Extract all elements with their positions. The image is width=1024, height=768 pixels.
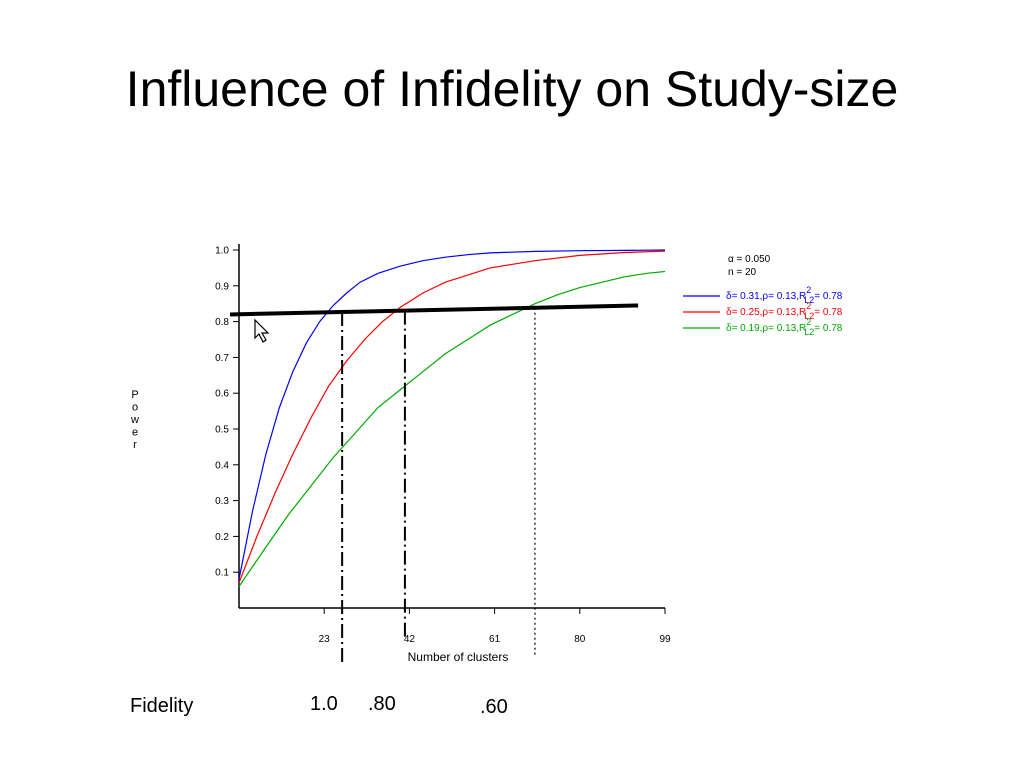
- y-axis-label-char: r: [133, 439, 137, 451]
- slide-title: Influence of Infidelity on Study-size: [125, 61, 899, 117]
- series-line-1: [238, 249, 666, 580]
- x-tick-label: 23: [319, 634, 331, 645]
- y-tick-label: 0.7: [215, 353, 229, 364]
- y-tick-label: 0.2: [215, 532, 229, 543]
- x-axis-label: Number of clusters: [408, 650, 509, 664]
- y-tick-label: 0.4: [215, 460, 229, 471]
- y-tick-label: 1.0: [215, 246, 229, 257]
- chart-annotations: [229, 303, 639, 664]
- fidelity-value-1: 1.0: [310, 693, 338, 715]
- y-axis-label-char: P: [131, 389, 138, 401]
- mouse-cursor-icon: [254, 318, 270, 343]
- y-tick-label: 0.5: [215, 425, 229, 436]
- y-tick-label: 0.9: [215, 281, 229, 292]
- legend-entry-3: δ= 0.19,ρ= 0.13,R2 L2= 0.78: [726, 317, 843, 337]
- legend-header-1: α = 0.050: [728, 254, 771, 265]
- y-axis-label-char: e: [132, 427, 138, 439]
- series-line-3: [238, 270, 666, 587]
- x-tick-label: 61: [489, 634, 501, 645]
- fidelity-value-2: .80: [368, 693, 396, 715]
- chart-axes: 0.1 0.2 0.3 0.4 0.5 0.6 0.7 0.8 0.9 1.0 23 42 61 80 99…: [130, 244, 671, 664]
- y-tick-label: 0.8: [215, 317, 229, 328]
- y-axis-label-char: o: [132, 402, 138, 414]
- x-tick-label: 99: [659, 634, 671, 645]
- series-line-2: [238, 250, 666, 584]
- legend-entry-2: δ= 0.25,ρ= 0.13,R2 L2= 0.78: [726, 301, 843, 321]
- y-axis-label-char: w: [130, 414, 139, 426]
- fidelity-value-3: .60: [480, 696, 508, 718]
- fidelity-label: Fidelity: [130, 695, 194, 717]
- x-tick-label: 42: [404, 634, 416, 645]
- x-tick-label: 80: [574, 634, 586, 645]
- chart-series: [238, 249, 666, 587]
- legend-header-2: n = 20: [728, 267, 757, 278]
- legend-entry-1: δ= 0.31,ρ= 0.13,R2 L2= 0.78: [726, 285, 843, 305]
- power-target-line: [229, 303, 639, 317]
- y-tick-label: 0.1: [215, 568, 229, 579]
- chart-legend: α = 0.050 n = 20 δ= 0.31,ρ= 0.13,R2 L2= 0.7…: [683, 254, 843, 337]
- y-tick-label: 0.6: [215, 389, 229, 400]
- y-tick-label: 0.3: [215, 496, 229, 507]
